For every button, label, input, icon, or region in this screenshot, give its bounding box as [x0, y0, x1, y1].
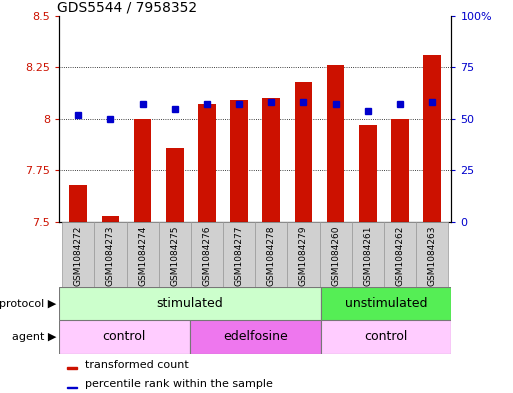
- Bar: [384, 222, 416, 287]
- Bar: [423, 55, 441, 222]
- Bar: [67, 367, 76, 369]
- Bar: [416, 222, 448, 287]
- Bar: [320, 222, 352, 287]
- Bar: [191, 222, 223, 287]
- Text: agent ▶: agent ▶: [12, 332, 56, 342]
- Bar: [230, 100, 248, 222]
- Text: GSM1084263: GSM1084263: [428, 225, 437, 286]
- Bar: [327, 65, 345, 222]
- Text: GSM1084277: GSM1084277: [234, 225, 244, 286]
- Text: stimulated: stimulated: [156, 297, 223, 310]
- Bar: [223, 222, 255, 287]
- Bar: [352, 222, 384, 287]
- Bar: [190, 320, 321, 354]
- Bar: [59, 287, 321, 320]
- Text: percentile rank within the sample: percentile rank within the sample: [85, 379, 272, 389]
- Bar: [391, 119, 409, 222]
- Text: control: control: [103, 331, 146, 343]
- Bar: [255, 222, 287, 287]
- Text: GSM1084278: GSM1084278: [267, 225, 276, 286]
- Text: GSM1084275: GSM1084275: [170, 225, 180, 286]
- Bar: [127, 222, 159, 287]
- Bar: [62, 222, 94, 287]
- Bar: [69, 185, 87, 222]
- Bar: [102, 216, 120, 222]
- Bar: [94, 222, 127, 287]
- Text: GSM1084279: GSM1084279: [299, 225, 308, 286]
- Text: transformed count: transformed count: [85, 360, 188, 370]
- Bar: [159, 222, 191, 287]
- Bar: [166, 148, 184, 222]
- Bar: [294, 82, 312, 222]
- Bar: [263, 98, 280, 222]
- Bar: [321, 320, 451, 354]
- Text: protocol ▶: protocol ▶: [0, 299, 56, 309]
- Text: GSM1084273: GSM1084273: [106, 225, 115, 286]
- Bar: [321, 287, 451, 320]
- Bar: [67, 387, 76, 388]
- Text: control: control: [364, 331, 408, 343]
- Bar: [359, 125, 377, 222]
- Text: GSM1084276: GSM1084276: [203, 225, 211, 286]
- Bar: [198, 105, 216, 222]
- Text: GDS5544 / 7958352: GDS5544 / 7958352: [57, 0, 197, 15]
- Bar: [59, 320, 190, 354]
- Bar: [287, 222, 320, 287]
- Text: GSM1084260: GSM1084260: [331, 225, 340, 286]
- Text: edelfosine: edelfosine: [223, 331, 288, 343]
- Text: unstimulated: unstimulated: [345, 297, 427, 310]
- Text: GSM1084261: GSM1084261: [363, 225, 372, 286]
- Text: GSM1084272: GSM1084272: [74, 225, 83, 286]
- Bar: [134, 119, 151, 222]
- Text: GSM1084262: GSM1084262: [396, 225, 404, 286]
- Text: GSM1084274: GSM1084274: [138, 225, 147, 286]
